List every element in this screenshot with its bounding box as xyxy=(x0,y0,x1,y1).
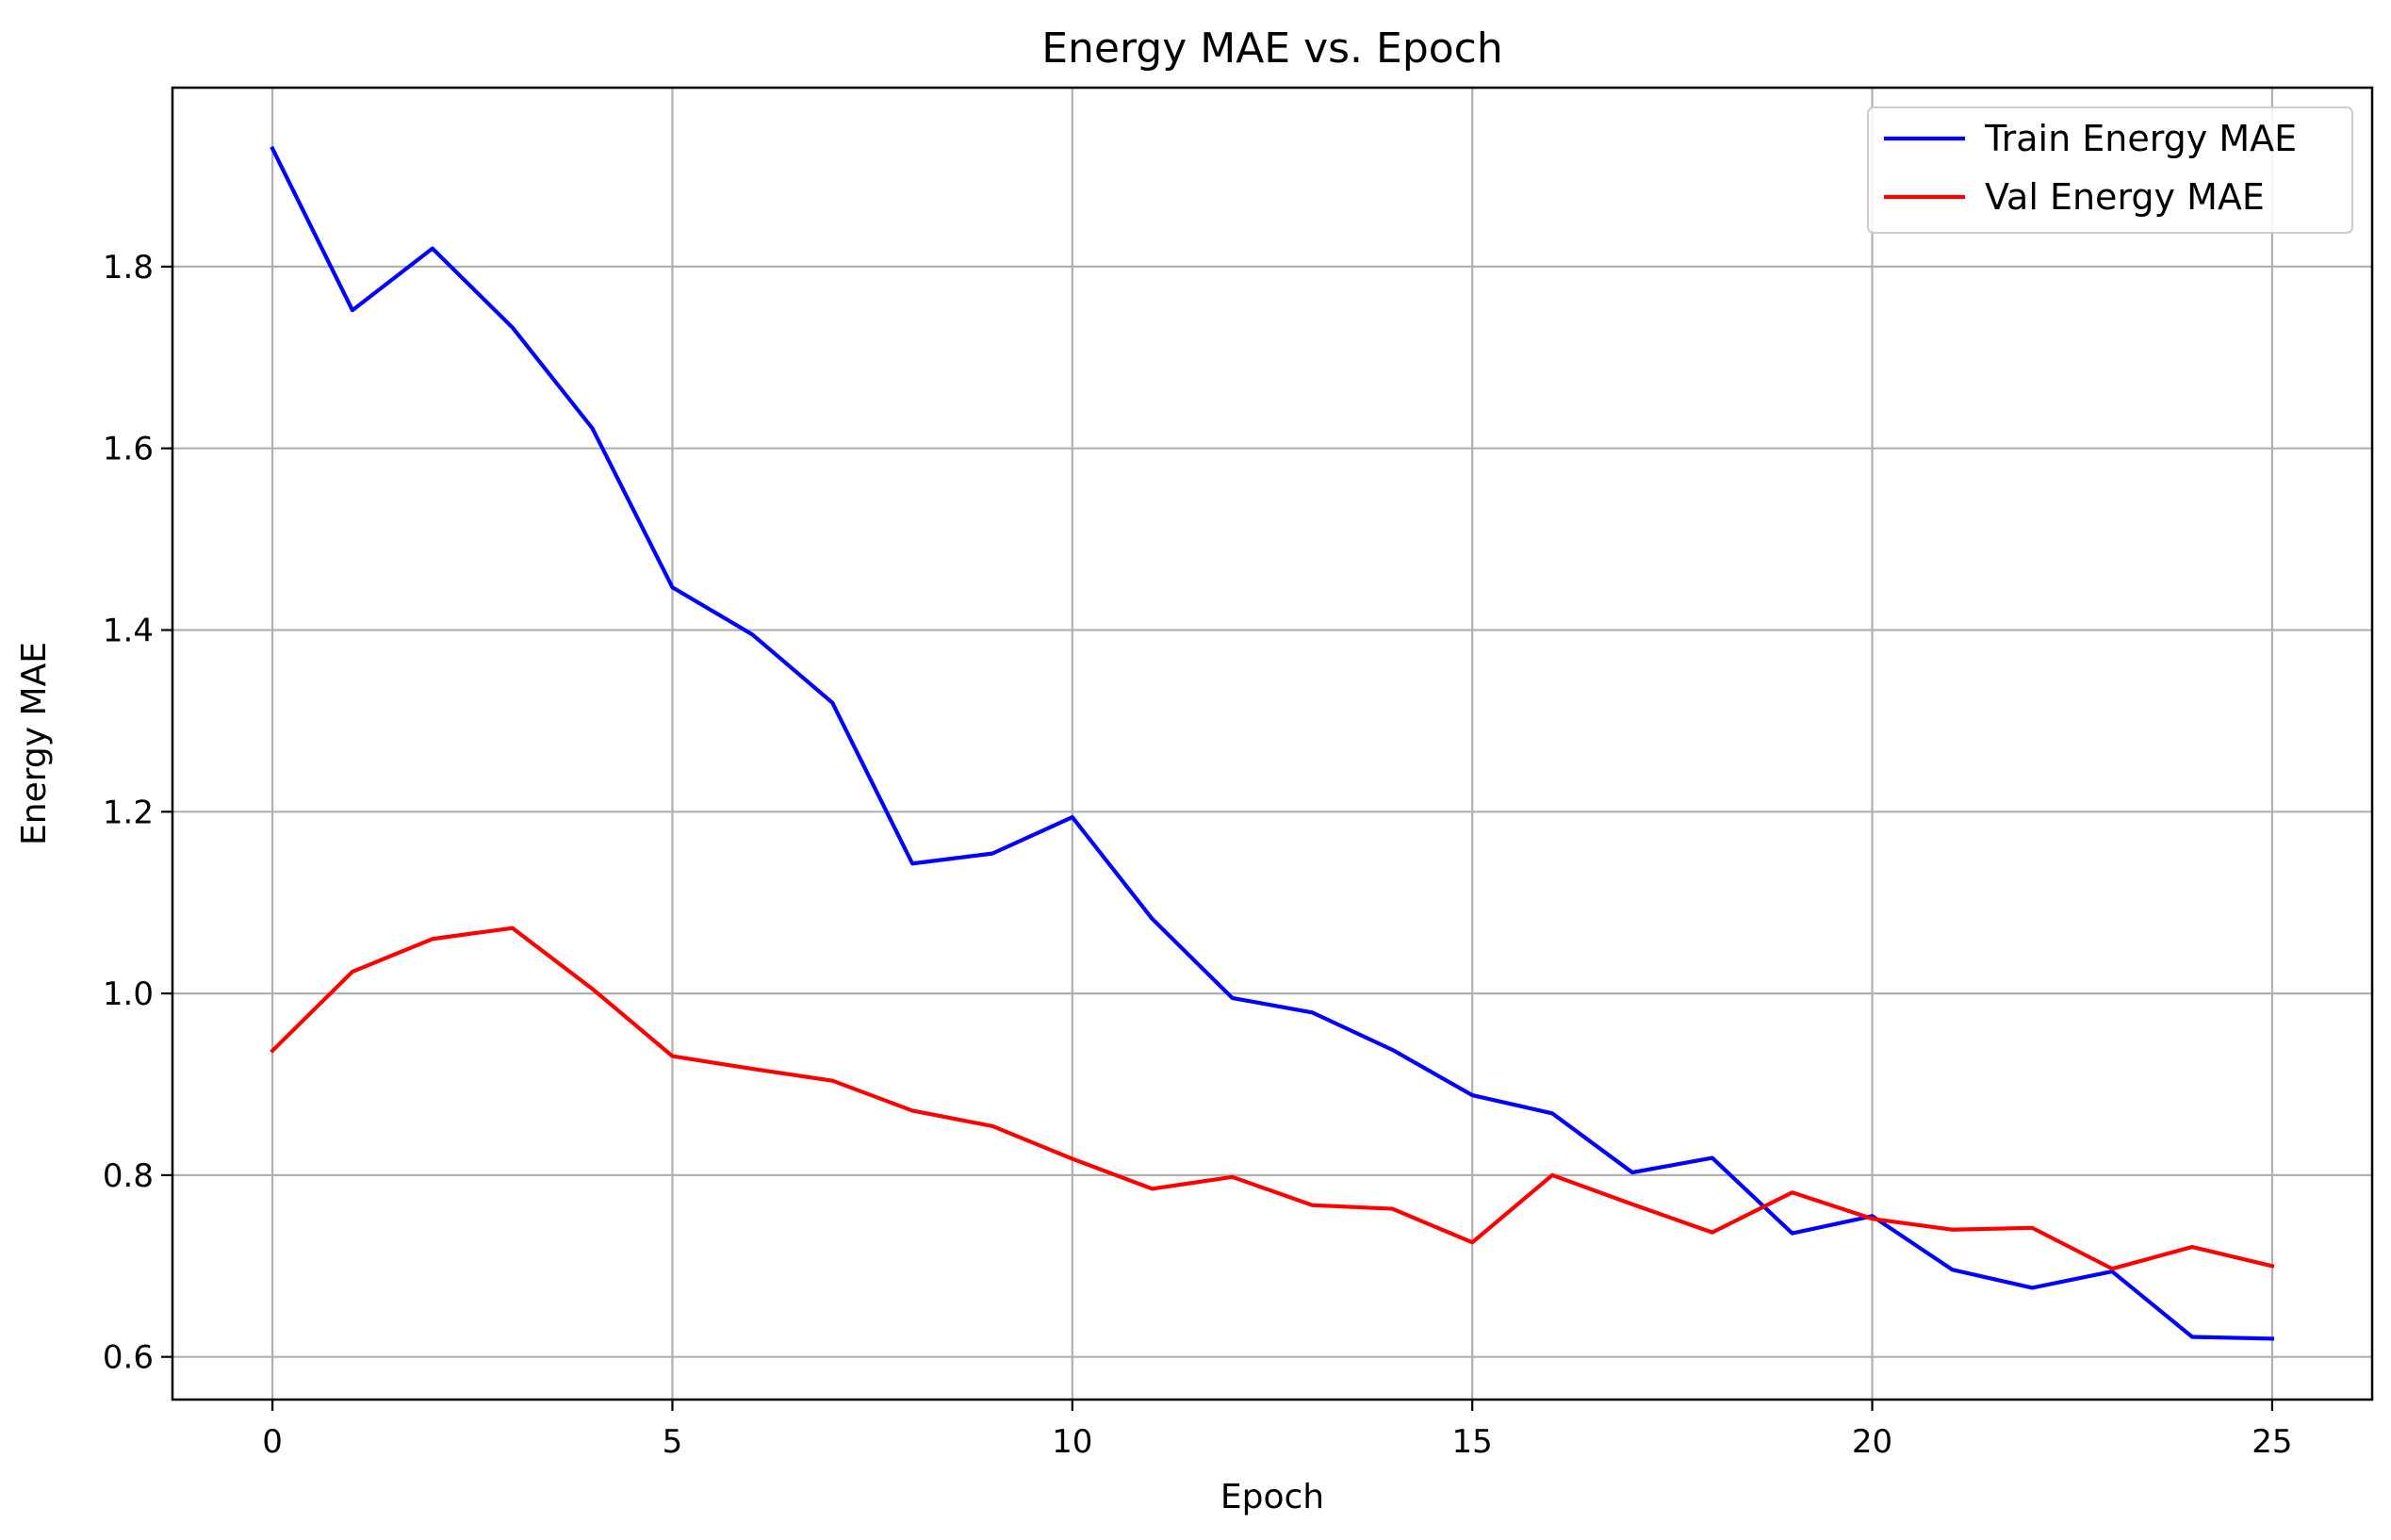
y-tick-label-4: 1.4 xyxy=(103,613,154,650)
series-line-0 xyxy=(270,145,2275,1341)
plot-frame xyxy=(171,86,2374,1401)
x-axis-title: Epoch xyxy=(1220,1478,1324,1516)
series-lines xyxy=(270,145,2275,1341)
axis-ticks: 0 5 10 15 20 25 0.6 0.8 1.0 1.2 1.4 1.6 1.8 xyxy=(103,249,2293,1461)
legend-label-0: Train Energy MAE xyxy=(1984,118,2297,159)
x-tick-label-4: 20 xyxy=(1852,1423,1892,1461)
x-tick-label-3: 15 xyxy=(1452,1423,1493,1461)
y-axis-title: Energy MAE xyxy=(15,642,54,845)
x-tick-label-0: 0 xyxy=(262,1423,283,1461)
y-tick-label-2: 1.0 xyxy=(103,975,154,1013)
legend: Train Energy MAE Val Energy MAE xyxy=(1867,106,2353,234)
series-line-1 xyxy=(270,926,2275,1271)
x-tick-label-1: 5 xyxy=(663,1423,683,1461)
chart-title: Energy MAE vs. Epoch xyxy=(1041,25,1503,73)
y-tick-label-6: 1.8 xyxy=(103,249,154,287)
x-tick-label-2: 10 xyxy=(1052,1423,1092,1461)
x-tick-label-5: 25 xyxy=(2252,1423,2292,1461)
legend-box xyxy=(1867,106,2353,234)
y-tick-label-1: 0.8 xyxy=(103,1157,154,1195)
legend-label-1: Val Energy MAE xyxy=(1985,176,2265,218)
y-tick-label-0: 0.6 xyxy=(103,1339,154,1377)
grid-lines xyxy=(172,88,2372,1400)
y-tick-label-3: 1.2 xyxy=(103,794,154,831)
y-tick-label-5: 1.6 xyxy=(103,431,154,468)
